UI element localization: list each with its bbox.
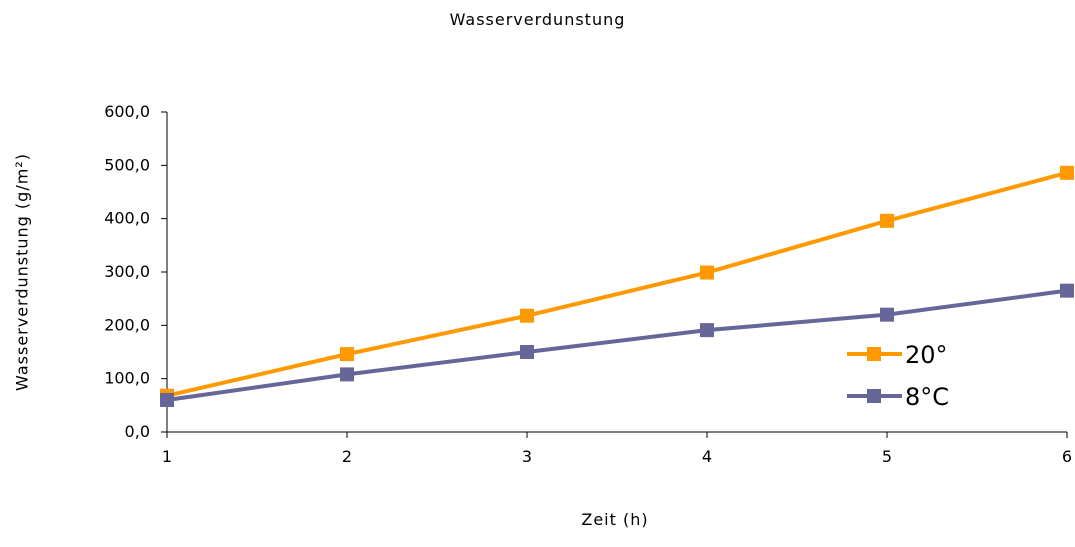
data-point <box>700 265 714 280</box>
x-axis-label: Zeit (h) <box>581 510 649 529</box>
series-line-0 <box>166 170 1068 398</box>
y-tick-label: 400,0 <box>104 209 150 228</box>
chart-title: Wasserverdunstung <box>449 10 626 29</box>
data-point <box>700 323 714 338</box>
data-point <box>1060 283 1074 298</box>
y-tick-label: 500,0 <box>104 155 150 174</box>
data-point <box>160 393 174 407</box>
y-tick-label: 200,0 <box>104 315 150 334</box>
legend-marker-1 <box>867 389 881 403</box>
y-tick-label: 0,0 <box>125 422 150 441</box>
data-point <box>1060 165 1074 180</box>
data-point <box>520 345 534 359</box>
data-point <box>880 307 894 322</box>
series-line-1 <box>166 288 1068 402</box>
legend-label: 8°C <box>905 383 949 411</box>
x-tick-label: 3 <box>522 447 532 466</box>
x-tick-label: 1 <box>162 447 172 466</box>
y-tick-label: 600,0 <box>104 102 150 121</box>
data-point <box>340 367 354 382</box>
y-tick-label: 300,0 <box>104 262 150 281</box>
y-tick-label: 100,0 <box>104 369 150 388</box>
x-tick-label: 5 <box>882 447 892 466</box>
x-tick-label: 4 <box>702 447 712 466</box>
data-point <box>340 347 354 362</box>
legend-label: 20° <box>905 341 948 369</box>
x-tick-label: 6 <box>1062 447 1072 466</box>
data-point <box>520 308 534 323</box>
data-point <box>880 213 894 228</box>
x-tick-label: 2 <box>342 447 352 466</box>
legend-marker-0 <box>867 347 881 361</box>
